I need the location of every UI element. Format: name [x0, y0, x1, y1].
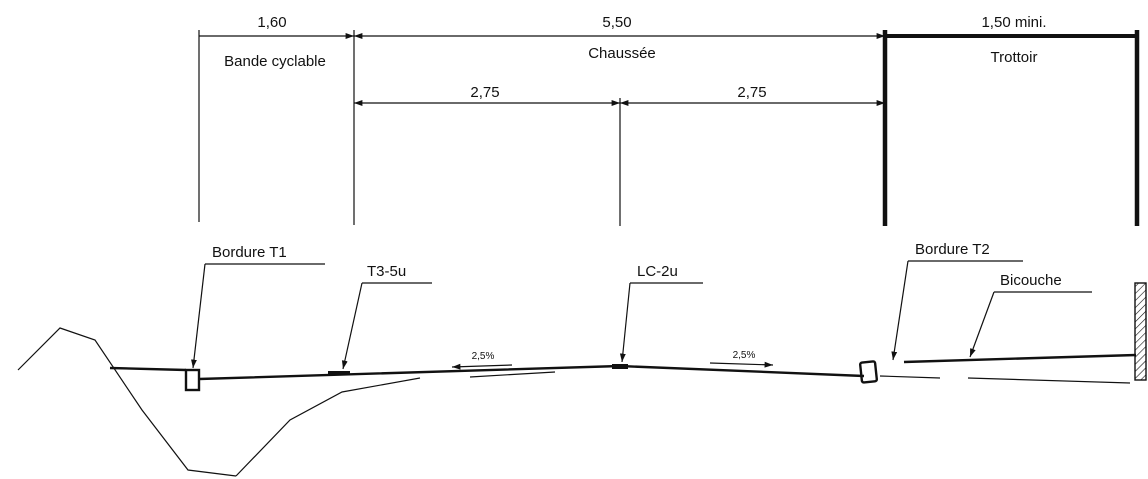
roadway-surface: [198, 364, 865, 381]
callout-lc-2u: LC-2u: [637, 263, 678, 280]
shoulder-left: [109, 366, 187, 372]
dim-sidewalk-width: 1,50 mini.: [981, 14, 1046, 31]
callout-curb-t1: Bordure T1: [212, 244, 287, 261]
dim-half-lane-right: 2,75: [737, 84, 766, 101]
callout-t3-5u: T3-5u: [367, 263, 406, 280]
callout-leader-curb-t2: [891, 260, 909, 361]
dim-bike-lane-width: 1,60: [257, 14, 286, 31]
slope-arrow-left: [451, 363, 513, 370]
terrain-right-slope: [235, 377, 421, 477]
terrain-segment-1: [469, 371, 556, 378]
zone-sidewalk-label: Trottoir: [991, 49, 1038, 66]
callout-leader-t3: [341, 282, 363, 370]
callout-bicouche: Bicouche: [1000, 272, 1062, 289]
terrain-segment-3: [967, 377, 1131, 384]
curb-t2: [858, 360, 879, 384]
callout-leader-surface: [969, 291, 995, 358]
boundary-wall: [1134, 282, 1147, 381]
sidewalk-surface: [903, 353, 1137, 364]
terrain-segment-2: [879, 375, 941, 379]
slope-arrow-right: [709, 361, 774, 368]
marking-t3-5u: [328, 371, 350, 375]
callout-leader-lc: [619, 282, 631, 363]
terrain-left-slope: [17, 327, 237, 477]
zone-bike-lane-label: Bande cyclable: [224, 53, 326, 70]
dim-half-lane-left: 2,75: [470, 84, 499, 101]
dim-roadway-width: 5,50: [602, 14, 631, 31]
curb-t1: [184, 368, 201, 392]
marking-lc-2u: [612, 364, 628, 369]
callout-leader-curb-t1: [191, 263, 206, 369]
slope-left-label: 2,5%: [472, 351, 495, 362]
slope-right-label: 2,5%: [733, 350, 756, 361]
zone-roadway-label: Chaussée: [588, 45, 656, 62]
callout-curb-t2: Bordure T2: [915, 241, 990, 258]
